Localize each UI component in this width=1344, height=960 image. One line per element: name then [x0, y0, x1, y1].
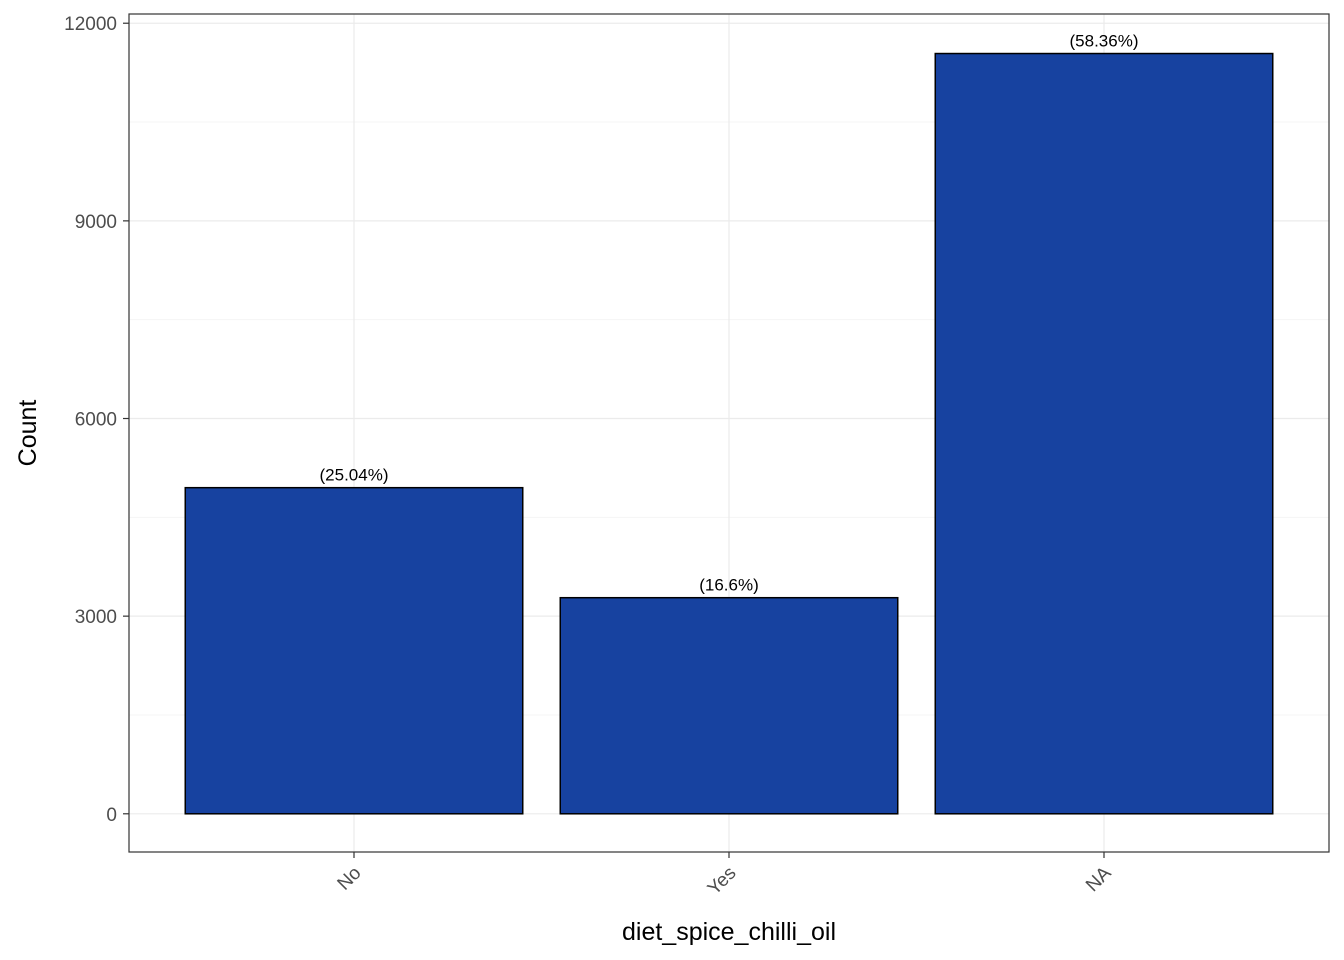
bar-label-na: (58.36%)	[1070, 32, 1139, 51]
y-tick-label: 3000	[75, 607, 117, 628]
bar-no	[184, 486, 524, 815]
bars-group	[184, 52, 1274, 815]
bar-labels-group: (25.04%) (16.6%) (58.36%)	[320, 32, 1139, 595]
y-tick-label: 12000	[64, 14, 117, 35]
bar-label-yes: (16.6%)	[699, 576, 759, 595]
y-tick-label: 6000	[75, 410, 117, 431]
x-axis-title: diet_spice_chilli_oil	[622, 918, 836, 946]
y-tick-label: 0	[106, 805, 117, 826]
y-tick-label: 9000	[75, 212, 117, 233]
bar-na	[934, 52, 1274, 815]
y-axis: 0 3000 6000 9000 12000	[64, 14, 129, 826]
bar-yes	[559, 596, 899, 815]
bar-label-no: (25.04%)	[320, 466, 389, 485]
y-axis-title: Count	[14, 400, 42, 467]
